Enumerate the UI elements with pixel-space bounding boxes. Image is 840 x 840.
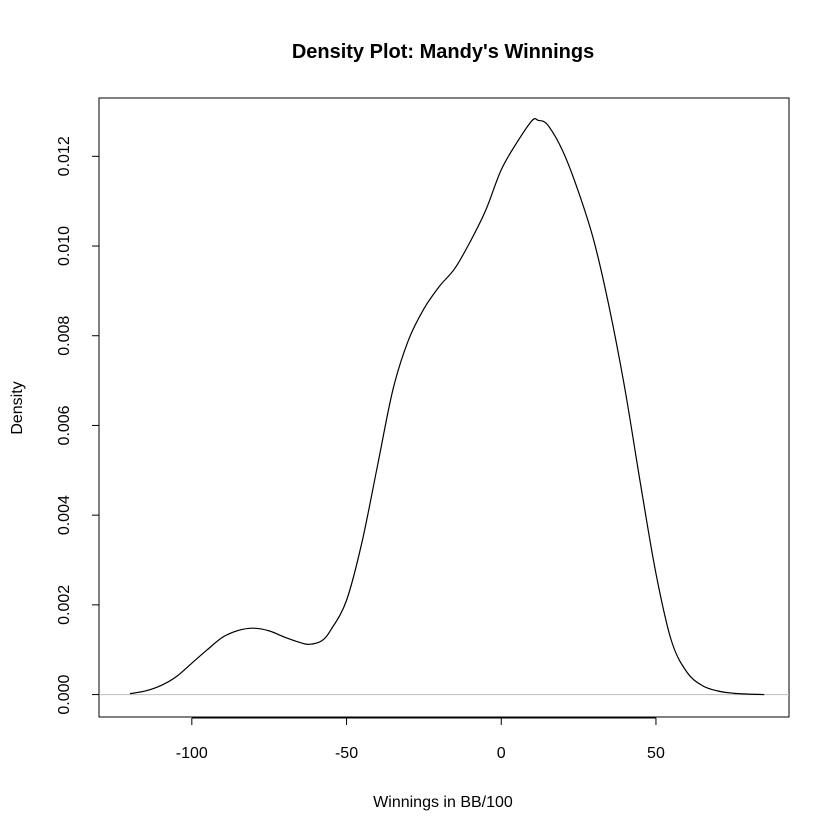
y-axis: 0.000 0.002 0.004 0.006 0.008 0.010 0.012 (56, 136, 100, 715)
chart-title: Density Plot: Mandy's Winnings (292, 41, 594, 63)
x-tick-label: -100 (176, 745, 208, 762)
plot-frame (98, 97, 790, 718)
density-curve (129, 118, 765, 696)
y-tick-label: 0.010 (56, 226, 73, 266)
y-tick-label: 0.012 (56, 136, 73, 176)
y-tick-label: 0.004 (56, 495, 73, 535)
y-tick-label: 0.000 (56, 674, 73, 714)
x-axis-label: Winnings in BB/100 (373, 794, 513, 811)
x-tick-label: 50 (647, 745, 665, 762)
y-tick-label: 0.002 (56, 585, 73, 625)
y-tick-label: 0.008 (56, 316, 73, 356)
x-axis: -100 -50 0 50 (176, 717, 665, 762)
x-tick-label: 0 (497, 745, 506, 762)
y-tick-label: 0.006 (56, 405, 73, 445)
y-axis-label: Density (9, 381, 26, 434)
x-tick-label: -50 (335, 745, 358, 762)
